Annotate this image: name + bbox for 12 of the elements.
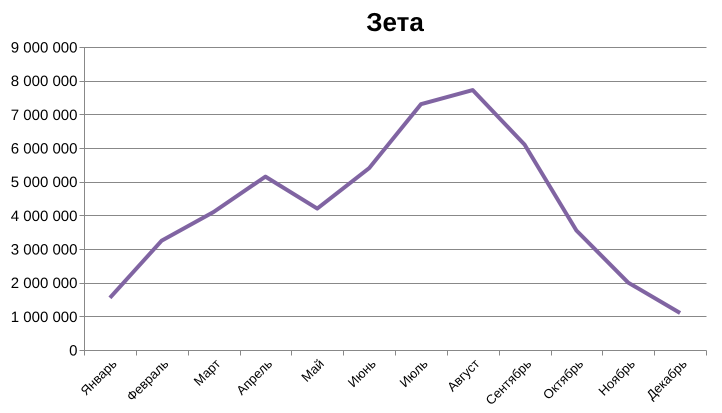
y-tick-label: 7 000 000 — [10, 106, 78, 124]
y-tick-label: 2 000 000 — [10, 275, 78, 292]
y-tick-label: 9 000 000 — [10, 40, 78, 56]
y-tick-label: 4 000 000 — [10, 208, 78, 225]
y-tick-label: 3 000 000 — [10, 242, 78, 258]
y-tick-label: 6 000 000 — [10, 140, 78, 158]
y-tick-label: 0 — [69, 342, 78, 360]
chart-title: Зета — [366, 7, 424, 37]
y-tick-label: 8 000 000 — [10, 73, 78, 90]
y-tick-label: 1 000 000 — [10, 308, 78, 326]
line-series — [108, 88, 682, 315]
y-tick-label: 5 000 000 — [10, 174, 78, 192]
